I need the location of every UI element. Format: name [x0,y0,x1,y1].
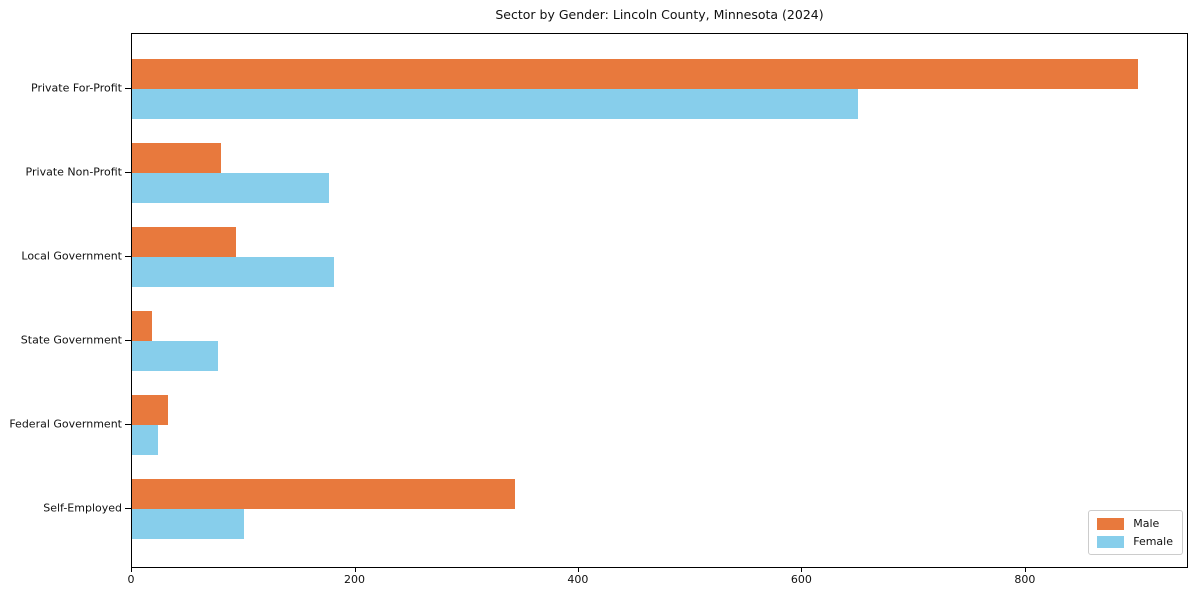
y-axis-label: State Government [20,333,122,347]
chart-title: Sector by Gender: Lincoln County, Minnes… [495,7,824,22]
bar-male-federal-government [132,395,168,425]
bar-male-private-non-profit [132,143,222,173]
y-axis-label: Private Non-Profit [25,165,122,179]
bar-male-self-employed [132,479,516,509]
y-tick [125,508,131,509]
y-tick [125,256,131,257]
plot-area [131,33,1188,568]
legend-swatch-female [1097,535,1125,548]
legend-label-male: Male [1133,517,1160,530]
x-tick-label: 600 [790,573,812,586]
legend-item-female: Female [1097,535,1173,548]
legend-swatch-male [1097,517,1125,530]
y-tick [125,340,131,341]
x-tick [131,568,132,572]
y-axis-label: Private For-Profit [31,81,122,95]
bar-female-private-non-profit [132,173,329,203]
bar-female-private-for-profit [132,89,859,119]
x-tick [801,568,803,572]
y-tick [125,172,131,173]
legend: Male Female [1088,510,1183,555]
bar-male-local-government [132,227,236,257]
x-tick-label: 800 [1014,573,1036,586]
x-tick [1024,568,1026,572]
x-tick-label: 200 [344,573,365,586]
x-tick-label: 400 [567,573,589,586]
x-tick [577,568,579,572]
legend-item-male: Male [1097,517,1173,530]
y-axis-label: Federal Government [9,417,122,431]
bar-female-federal-government [132,425,158,455]
y-tick [125,88,131,89]
x-tick-label: 0 [127,573,135,586]
bar-female-local-government [132,257,335,287]
y-axis-label: Local Government [21,249,122,263]
bar-male-private-for-profit [132,59,1138,89]
y-tick [125,424,131,425]
x-tick [354,568,356,572]
bar-male-state-government [132,311,153,341]
legend-label-female: Female [1133,535,1173,548]
bar-female-self-employed [132,509,244,539]
y-axis-label: Self-Employed [43,501,122,515]
bar-female-state-government [132,341,218,371]
